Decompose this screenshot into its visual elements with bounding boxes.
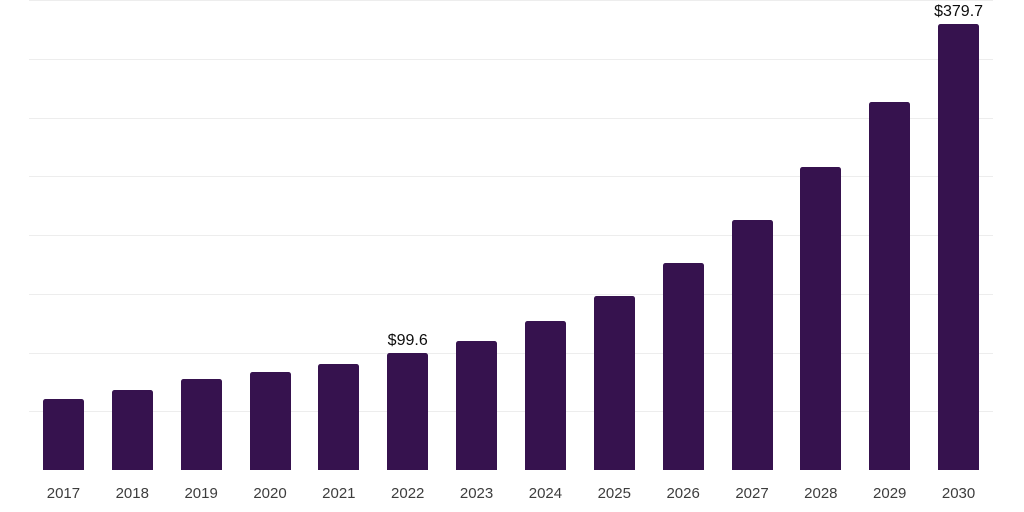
x-tick-label-2018: 2018 xyxy=(115,485,149,502)
x-tick-label-2017: 2017 xyxy=(46,485,81,502)
bar-2017 xyxy=(42,398,84,471)
bar-2027 xyxy=(731,219,773,471)
bar-2022 xyxy=(387,353,429,471)
x-tick-label-2028: 2028 xyxy=(804,485,838,502)
gridline-200 xyxy=(29,235,993,236)
data-label-2022: $99.6 xyxy=(387,332,428,350)
gridline-300 xyxy=(29,117,993,119)
x-tick-label-2023: 2023 xyxy=(459,485,494,502)
bar-2024 xyxy=(524,320,566,471)
x-tick-label-2027: 2027 xyxy=(735,485,769,502)
x-tick-label-2021: 2021 xyxy=(322,485,356,502)
bar-2030 xyxy=(938,24,980,471)
x-tick-label-2026: 2026 xyxy=(666,485,700,502)
gridline-350 xyxy=(29,58,993,60)
bar-2025 xyxy=(593,296,635,471)
bar-2021 xyxy=(318,363,360,471)
x-tick-label-2022: 2022 xyxy=(391,485,425,502)
gridline-100 xyxy=(29,352,993,354)
gridline-400 xyxy=(29,0,993,1)
x-axis-line xyxy=(29,469,993,471)
x-tick-label-2019: 2019 xyxy=(184,485,218,502)
gridline-50 xyxy=(29,411,993,413)
x-tick-label-2029: 2029 xyxy=(873,485,907,502)
bar-2028 xyxy=(800,166,842,471)
bar-2029 xyxy=(869,101,911,471)
x-tick-label-2030: 2030 xyxy=(941,485,976,502)
x-tick-label-2020: 2020 xyxy=(253,485,287,502)
bar-2020 xyxy=(249,372,291,471)
bar-2023 xyxy=(456,340,498,471)
bar-2026 xyxy=(662,263,704,471)
data-label-2030: $379.7 xyxy=(934,3,984,21)
bar-2019 xyxy=(180,379,222,471)
x-tick-label-2024: 2024 xyxy=(528,485,563,502)
x-tick-label-2025: 2025 xyxy=(597,485,631,502)
bar-2018 xyxy=(111,389,153,471)
gridline-150 xyxy=(29,293,993,295)
gridline-250 xyxy=(29,176,993,178)
